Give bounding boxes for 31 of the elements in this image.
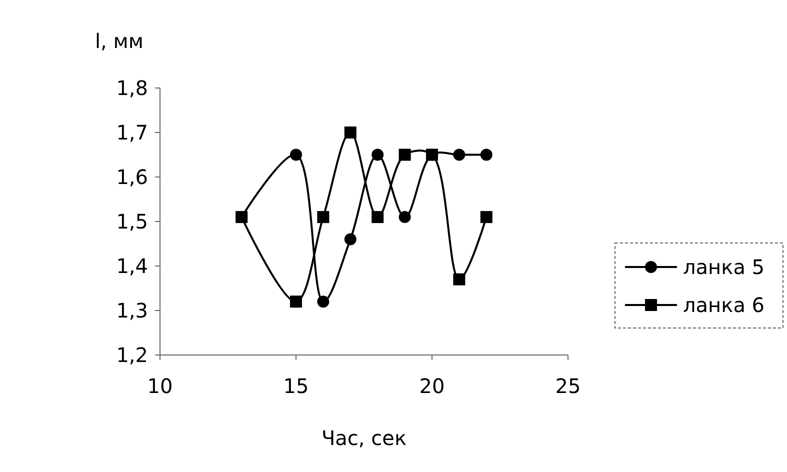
- y-tick-label: 1,4: [116, 254, 148, 278]
- point: [344, 233, 356, 246]
- y-tick-label: 1,8: [116, 76, 148, 100]
- y-tick-label: 1,2: [116, 343, 148, 367]
- point: [426, 148, 438, 161]
- y-tick-label: 1,7: [116, 120, 148, 144]
- point: [480, 211, 492, 224]
- point: [372, 148, 384, 161]
- point: [290, 148, 302, 161]
- y-axis-title: l, мм: [95, 29, 144, 53]
- point: [372, 211, 384, 224]
- y-tick-label: 1,3: [116, 298, 148, 322]
- x-tick-label: 25: [555, 374, 581, 398]
- x-tick-label: 15: [283, 374, 309, 398]
- point: [480, 148, 492, 161]
- point: [317, 211, 330, 224]
- point: [398, 148, 411, 161]
- point: [453, 273, 466, 286]
- point: [344, 126, 356, 138]
- x-axis-title: Час, сек: [321, 426, 407, 450]
- point: [317, 296, 330, 308]
- x-tick-label: 20: [419, 374, 445, 398]
- legend-label: ланка 6: [683, 293, 765, 317]
- point: [236, 211, 248, 224]
- x-tick-label: 10: [147, 374, 173, 398]
- point: [290, 296, 302, 308]
- y-tick-label: 1,6: [116, 165, 148, 189]
- point: [398, 211, 411, 224]
- legend-label: ланка 5: [683, 255, 765, 279]
- point: [453, 148, 466, 161]
- y-tick-label: 1,5: [116, 210, 148, 234]
